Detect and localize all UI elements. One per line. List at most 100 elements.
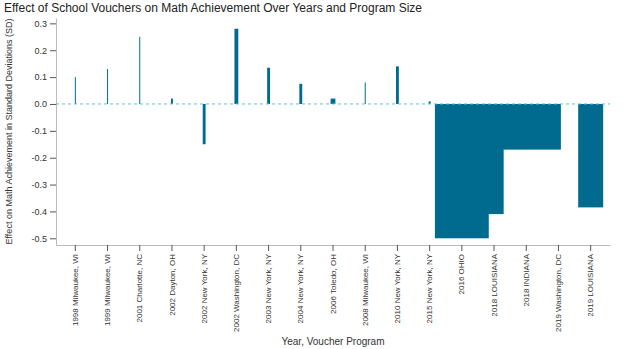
y-tick: -0.3 [31,180,56,190]
x-tick-mark [397,245,398,251]
x-tick-mark [75,245,76,251]
y-tick-mark [50,104,56,105]
x-tick-mark [494,245,495,251]
y-tick-label: -0.3 [31,180,47,190]
y-tick: -0.5 [31,234,56,244]
x-tick-label: 2008 Milwaukee, WI [361,254,370,326]
x-tick-mark [300,245,301,251]
bar [396,66,399,104]
y-tick: -0.2 [31,153,56,163]
x-axis-title: Year, Voucher Program [281,336,384,347]
y-tick-mark [50,211,56,212]
x-tick-label: 2018 INDIANA [522,253,531,306]
bar [365,82,366,103]
x-tick: 2006 Toledo, OH [329,245,338,314]
bar [299,84,302,104]
x-tick-mark [429,245,430,251]
y-axis-line [56,19,57,246]
x-tick-mark [558,245,559,251]
x-tick-label: 2015 New York, NY [425,253,434,323]
y-tick-mark [50,131,56,132]
x-tick: 2019 Washington, DC [554,245,563,332]
x-tick: 2018 INDIANA [522,245,531,306]
x-tick-mark [171,245,172,251]
y-tick-mark [50,185,56,186]
y-tick-label: 0.2 [34,46,47,56]
y-tick: 0.1 [34,72,56,82]
x-tick-label: 1998 Milwaukee, WI [71,254,80,326]
x-tick-label: 2006 Toledo, OH [329,254,338,314]
x-tick: 2003 New York, NY [264,245,273,323]
x-tick-label: 2002 Washington, DC [232,254,241,332]
x-tick-label: 2001 Charlotte, NC [135,254,144,323]
y-tick-label: -0.1 [31,126,47,136]
x-tick-label: 2003 New York, NY [264,253,273,323]
y-tick-mark [50,77,56,78]
y-tick: 0.2 [34,46,56,56]
bars [56,29,610,239]
bar [435,104,489,238]
x-tick-mark [526,245,527,251]
x-tick: 2016 OHIO [457,245,466,294]
bar [139,37,140,104]
y-tick-label: -0.2 [31,153,47,163]
x-tick-label: 1999 Milwaukee, WI [103,254,112,326]
x-tick-mark [139,245,140,251]
x-tick: 2004 New York, NY [296,245,305,323]
x-tick-mark [333,245,334,251]
y-tick: 0.0 [34,99,56,109]
bar [203,104,206,144]
y-tick: -0.4 [31,207,56,217]
y-tick-mark [50,158,56,159]
bar [107,69,108,104]
bar [171,99,173,104]
x-tick-mark [268,245,269,251]
chart: Effect of School Vouchers on Math Achiev… [0,0,624,349]
x-tick-label: 2002 Dayton, OH [168,254,177,316]
x-tick-label: 2019 LOUISIANA [586,253,595,316]
x-tick: 2002 Dayton, OH [168,245,177,316]
y-tick-mark [50,238,56,239]
x-axis: 1998 Milwaukee, WI 1999 Milwaukee, WI 2001… [57,245,611,332]
y-tick-label: 0.1 [34,72,47,82]
bar [75,77,76,104]
y-tick-label: -0.5 [31,234,47,244]
bar [234,29,238,104]
bar [267,68,270,104]
x-tick-mark [365,245,366,251]
x-tick-mark [461,245,462,251]
y-tick-label: 0.0 [34,99,47,109]
x-tick-label: 2004 New York, NY [296,253,305,323]
y-tick-mark [50,23,56,24]
y-axis: -0.5 -0.4 -0.3 -0.2 -0.1 0.0 0.1 0.2 0.3 [31,19,56,246]
y-tick: -0.1 [31,126,56,136]
y-axis-title: Effect on Math Achievement in Standard D… [4,19,14,245]
x-tick: 1998 Milwaukee, WI [71,245,80,326]
x-tick-label: 2016 OHIO [457,254,466,294]
bar [331,99,336,104]
bar [578,104,603,207]
y-tick-label: -0.4 [31,207,47,217]
x-tick-label: 2018 LOUISIANA [490,253,499,316]
x-tick: 1999 Milwaukee, WI [103,245,112,326]
x-tick: 2019 LOUISIANA [586,245,595,317]
x-tick-mark [204,245,205,251]
x-tick-label: 2019 Washington, DC [554,254,563,332]
x-tick: 2001 Charlotte, NC [135,245,144,322]
y-tick-label: 0.3 [34,19,47,29]
x-tick-mark [107,245,108,251]
bar [557,104,560,107]
zero-line [56,103,610,104]
y-tick-mark [50,50,56,51]
x-tick: 2008 Milwaukee, WI [361,245,370,326]
y-tick: 0.3 [34,19,56,29]
x-tick-mark [236,245,237,251]
x-tick-label: 2002 New York, NY [200,253,209,323]
x-tick: 2015 New York, NY [425,245,434,323]
title: Effect of School Vouchers on Math Achiev… [4,1,422,15]
x-tick-mark [590,245,591,251]
x-tick: 2018 LOUISIANA [490,245,499,317]
x-tick: 2010 New York, NY [393,245,402,323]
x-tick: 2002 Washington, DC [232,245,241,332]
x-tick: 2002 New York, NY [200,245,209,323]
